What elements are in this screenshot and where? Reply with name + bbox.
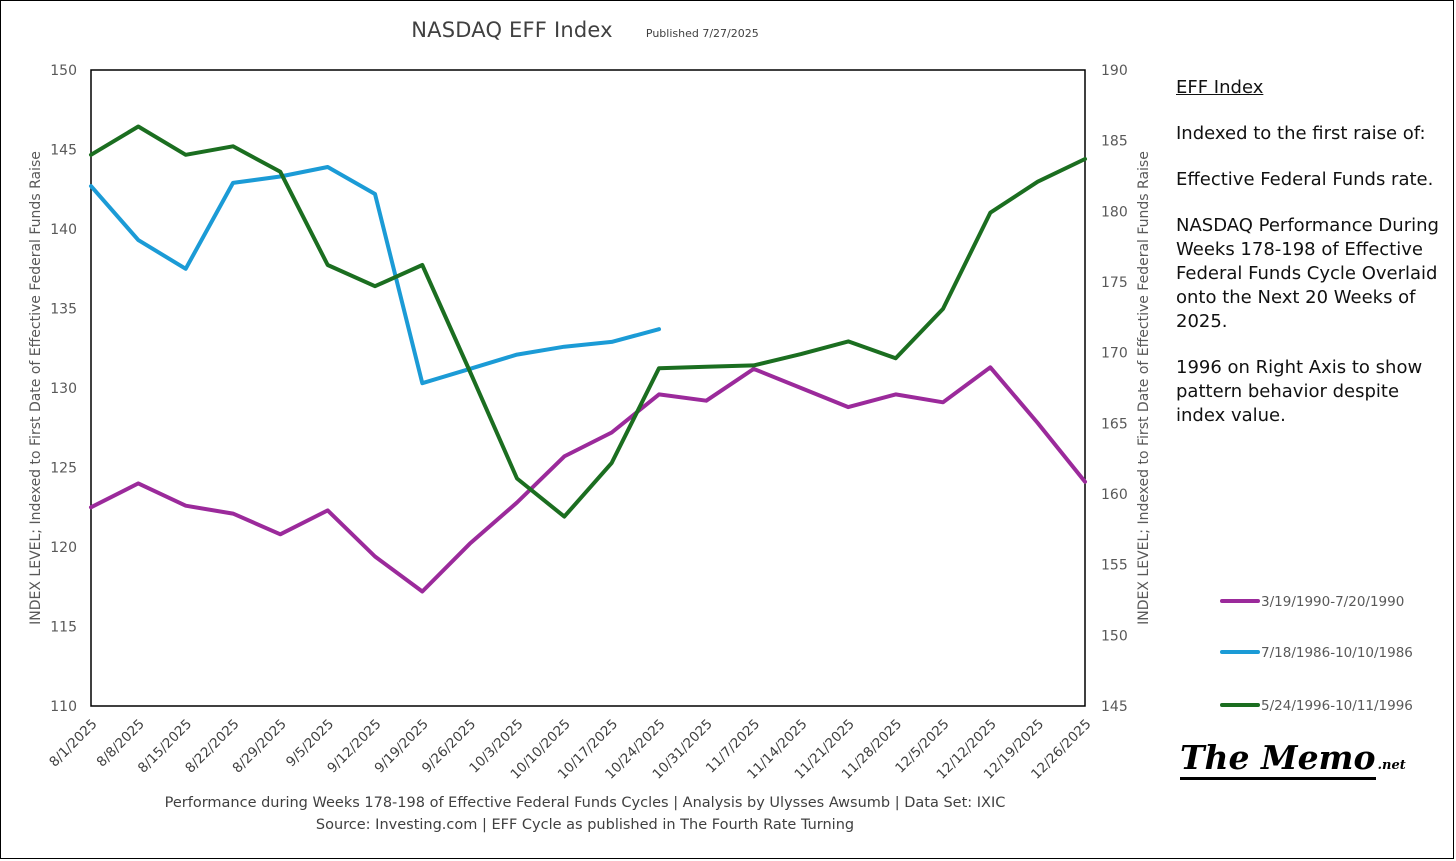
y-tick-label: 120 <box>50 540 77 556</box>
y-tick-label: 135 <box>50 302 77 318</box>
y-tick-label: 145 <box>50 143 77 159</box>
sidebar-para-1: Indexed to the first raise of: <box>1176 123 1426 144</box>
y2-axis-title: INDEX LEVEL; Indexed to First Date of Ef… <box>1136 151 1152 625</box>
y2-tick-label: 170 <box>1101 346 1128 362</box>
series-line-3 <box>89 124 1087 519</box>
y2-tick-label: 155 <box>1101 558 1128 574</box>
sidebar-notes: EFF Index Indexed to the first raise of:… <box>1176 76 1446 450</box>
the-memo-logo: The Memo .net <box>1180 738 1406 780</box>
y-tick-label: 115 <box>50 620 77 636</box>
footer-line-2: Source: Investing.com | EFF Cycle as pub… <box>315 817 855 833</box>
sidebar-para-4: 1996 on Right Axis to show pattern behav… <box>1176 357 1423 426</box>
legend-label: 5/24/1996-10/11/1996 <box>1261 698 1413 714</box>
y2-tick-label: 190 <box>1101 63 1128 79</box>
y-axis-title: INDEX LEVEL; Indexed to First Date of Ef… <box>28 151 44 625</box>
legend-label: 3/19/1990-7/20/1990 <box>1261 594 1404 610</box>
logo-main-text: The Memo <box>1180 739 1376 780</box>
y2-tick-label: 145 <box>1101 699 1128 715</box>
sidebar-para-3: NASDAQ Performance During Weeks 178-198 … <box>1176 215 1439 332</box>
footer-line-1: Performance during Weeks 178-198 of Effe… <box>164 795 1006 811</box>
y2-tick-label: 150 <box>1101 628 1128 644</box>
y-tick-label: 150 <box>50 63 77 79</box>
logo-suffix: .net <box>1377 758 1406 773</box>
y2-tick-label: 160 <box>1101 487 1128 503</box>
y-tick-label: 125 <box>50 461 77 477</box>
y2-tick-label: 175 <box>1101 275 1128 291</box>
y2-tick-label: 180 <box>1101 204 1128 220</box>
x-tick-label: 8/1/2025 <box>46 716 100 770</box>
y2-tick-label: 165 <box>1101 416 1128 432</box>
y-tick-label: 140 <box>50 222 77 238</box>
series-line-1 <box>89 365 1087 594</box>
plot-area-border <box>90 69 1086 707</box>
chart-title: NASDAQ EFF Index <box>411 18 613 42</box>
y-tick-label: 110 <box>50 699 77 715</box>
y-tick-label: 130 <box>50 381 77 397</box>
sidebar-para-2: Effective Federal Funds rate. <box>1176 169 1434 190</box>
series-line-2 <box>89 165 661 386</box>
chart-title-block: NASDAQ EFF Index Published 7/27/2025 <box>0 18 1170 42</box>
published-date: Published 7/27/2025 <box>645 27 759 40</box>
y2-tick-label: 185 <box>1101 134 1128 150</box>
sidebar-heading: EFF Index <box>1176 77 1264 98</box>
legend-label: 7/18/1986-10/10/1986 <box>1261 645 1413 661</box>
